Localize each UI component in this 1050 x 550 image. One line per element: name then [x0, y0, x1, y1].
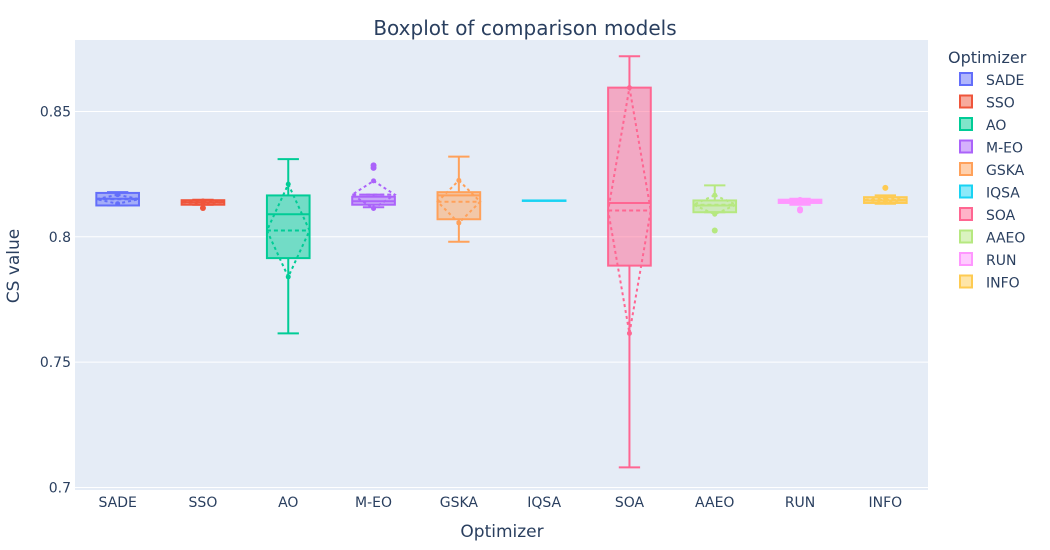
- x-tick-label: GSKA: [440, 495, 479, 511]
- box-gska: [436, 155, 482, 243]
- y-axis-title: CS value: [4, 229, 24, 304]
- legend-swatch: [959, 184, 973, 199]
- sd-diamond-point: [456, 177, 462, 183]
- x-tick-label: M-EO: [355, 495, 392, 511]
- legend-item-sade[interactable]: SADE: [959, 72, 1024, 89]
- outlier-point: [882, 184, 889, 191]
- legend-item-gska[interactable]: GSKA: [959, 162, 1025, 179]
- outlier-point: [711, 227, 718, 234]
- box-sso: [180, 198, 226, 211]
- legend-swatch: [959, 252, 973, 266]
- legend-swatch: [959, 162, 973, 176]
- x-axis-ticks: SADE SSO AO M-EO GSKA IQSA SOA AAEO RUN INFO: [98, 495, 902, 511]
- x-tick-label: AAEO: [695, 495, 734, 511]
- legend-label: GSKA: [986, 163, 1025, 179]
- sd-diamond-point: [115, 201, 121, 207]
- sd-diamond-point: [371, 205, 377, 211]
- x-tick-label: INFO: [869, 495, 903, 511]
- box-series-layer: [95, 55, 908, 469]
- box-iqsa: [521, 199, 567, 202]
- sd-diamond-point: [712, 211, 718, 217]
- legend-swatch: [959, 72, 973, 86]
- legend-item-run[interactable]: RUN: [959, 252, 1016, 269]
- outlier-point: [199, 204, 206, 211]
- y-axis-ticks: 0.7 0.75 0.8 0.85: [40, 104, 71, 496]
- grid-lines: [75, 110, 928, 488]
- legend-swatch: [959, 274, 973, 289]
- x-tick-label: RUN: [785, 495, 815, 511]
- sd-diamond-point: [456, 220, 462, 226]
- sd-diamond-point: [882, 199, 888, 205]
- legend-item-info[interactable]: INFO: [959, 274, 1020, 292]
- legend-title: Optimizer: [948, 48, 1027, 67]
- sd-diamond-point: [626, 330, 632, 336]
- y-tick-label: 0.85: [40, 104, 71, 120]
- legend-swatch: [959, 139, 973, 154]
- box-run: [777, 196, 823, 214]
- legend-swatch: [959, 117, 973, 131]
- box-ao: [265, 158, 311, 335]
- legend-swatch: [959, 229, 973, 244]
- y-tick-label: 0.7: [49, 480, 71, 496]
- legend-label: SSO: [986, 96, 1015, 112]
- box-m-eo: [350, 162, 397, 211]
- x-tick-label: SADE: [98, 495, 136, 511]
- box-iqr: [265, 194, 311, 260]
- legend-label: AAEO: [986, 231, 1025, 247]
- sd-diamond-point: [115, 192, 121, 198]
- legend-item-iqsa[interactable]: IQSA: [959, 184, 1020, 202]
- sd-diamond-point: [882, 195, 888, 201]
- x-tick-label: AO: [278, 495, 298, 511]
- chart-title: Boxplot of comparison models: [373, 16, 676, 40]
- outlier-point: [797, 206, 804, 213]
- box-info: [863, 184, 908, 205]
- box-sade: [95, 191, 140, 207]
- sd-diamond-point: [285, 274, 291, 280]
- plot-area: [75, 40, 928, 490]
- legend-label: SOA: [986, 208, 1016, 224]
- box-aaeo: [690, 184, 739, 234]
- legend-item-ao[interactable]: AO: [959, 117, 1006, 134]
- box-soa: [607, 55, 652, 469]
- y-tick-label: 0.8: [49, 230, 71, 246]
- legend-label: SADE: [986, 73, 1024, 89]
- sd-diamond-point: [712, 192, 718, 198]
- sd-diamond-point: [371, 178, 377, 184]
- sd-diamond: [607, 87, 652, 334]
- legend-label: M-EO: [986, 141, 1023, 157]
- box-iqr: [436, 191, 482, 221]
- x-tick-label: SOA: [615, 495, 645, 511]
- legend-label: AO: [986, 118, 1006, 134]
- legend-item-m-eo[interactable]: M-EO: [959, 139, 1023, 157]
- legend-swatch: [959, 207, 973, 221]
- x-tick-label: SSO: [189, 495, 218, 511]
- sd-diamond-point: [285, 181, 291, 187]
- legend-item-aaeo[interactable]: AAEO: [959, 229, 1025, 247]
- legend-label: RUN: [986, 253, 1016, 269]
- legend-item-sso[interactable]: SSO: [959, 94, 1015, 112]
- x-axis-title: Optimizer: [460, 522, 543, 542]
- legend-swatch: [959, 94, 973, 109]
- sd-diamond-point: [626, 85, 632, 91]
- legend-item-soa[interactable]: SOA: [959, 207, 1016, 224]
- legend-label: IQSA: [986, 186, 1020, 202]
- y-tick-label: 0.75: [40, 355, 71, 371]
- legend: SADE SSO AO M-EO GSKA IQSA SOA AAEO RUN INFO: [959, 72, 1025, 292]
- x-tick-label: IQSA: [527, 495, 561, 511]
- legend-label: INFO: [986, 276, 1020, 292]
- outlier-point: [370, 162, 377, 169]
